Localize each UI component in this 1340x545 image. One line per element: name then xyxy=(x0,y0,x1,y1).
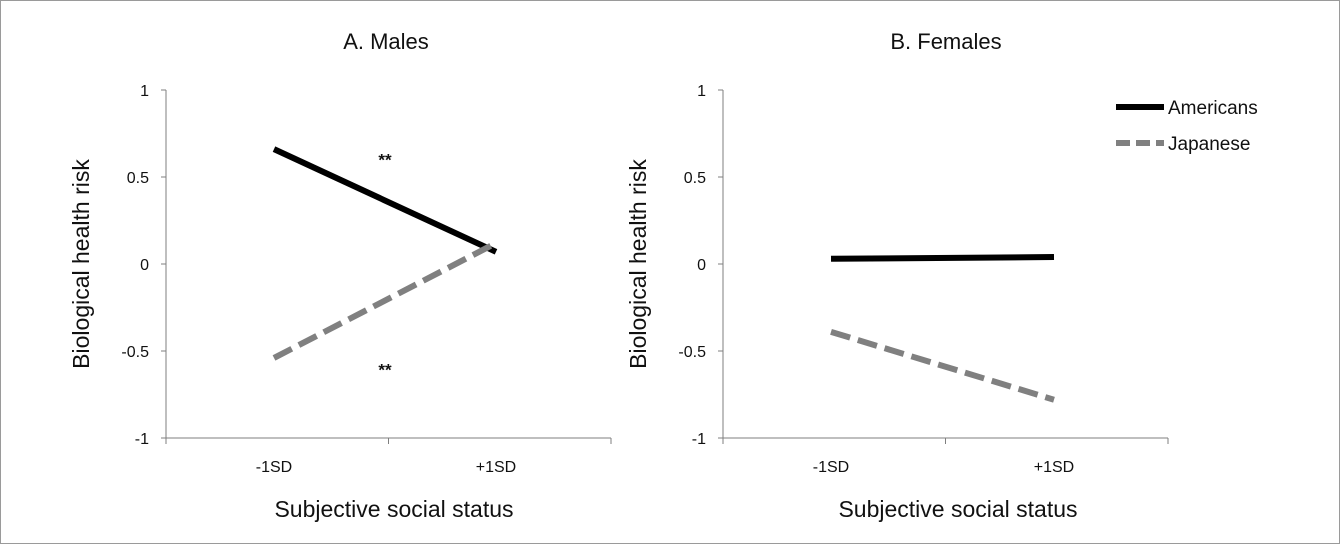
legend-label-japanese: Japanese xyxy=(1168,134,1250,155)
males-series-japanese-line xyxy=(272,240,498,361)
males-y-tick-label: 1 xyxy=(140,83,149,100)
females-y-tick-label: -0.5 xyxy=(678,344,706,361)
females-y-tick-label: -1 xyxy=(692,431,706,448)
females-y-tick-label: 1 xyxy=(697,83,706,100)
females-y-tick-label: 0.5 xyxy=(684,170,706,187)
males-significance-annotation: ** xyxy=(378,361,392,380)
males-x-tick-label: -1SD xyxy=(256,459,292,476)
males-x-axis-title: Subjective social status xyxy=(274,496,513,522)
males-y-tick-label: 0 xyxy=(140,257,149,274)
males-x-tick-label: +1SD xyxy=(476,459,516,476)
females-series-americans-line xyxy=(830,254,1055,262)
males-significance-annotation: ** xyxy=(378,150,392,169)
females-panel-title: B. Females xyxy=(890,29,1001,54)
males-series-americans-line xyxy=(272,146,498,255)
males-y-tick-label: -0.5 xyxy=(121,344,149,361)
legend-label-americans: Americans xyxy=(1168,98,1258,119)
males-y-axis-title: Biological health risk xyxy=(68,159,94,369)
females-series-japanese-line xyxy=(830,328,1055,403)
males-panel-title: A. Males xyxy=(343,29,429,54)
females-x-tick-label: -1SD xyxy=(813,459,849,476)
females-y-tick-label: 0 xyxy=(697,257,706,274)
males-y-tick-label: -1 xyxy=(135,431,149,448)
males-y-tick-label: 0.5 xyxy=(127,170,149,187)
females-y-axis-title: Biological health risk xyxy=(625,159,651,369)
females-x-tick-label: +1SD xyxy=(1034,459,1074,476)
females-x-axis-title: Subjective social status xyxy=(838,496,1077,522)
